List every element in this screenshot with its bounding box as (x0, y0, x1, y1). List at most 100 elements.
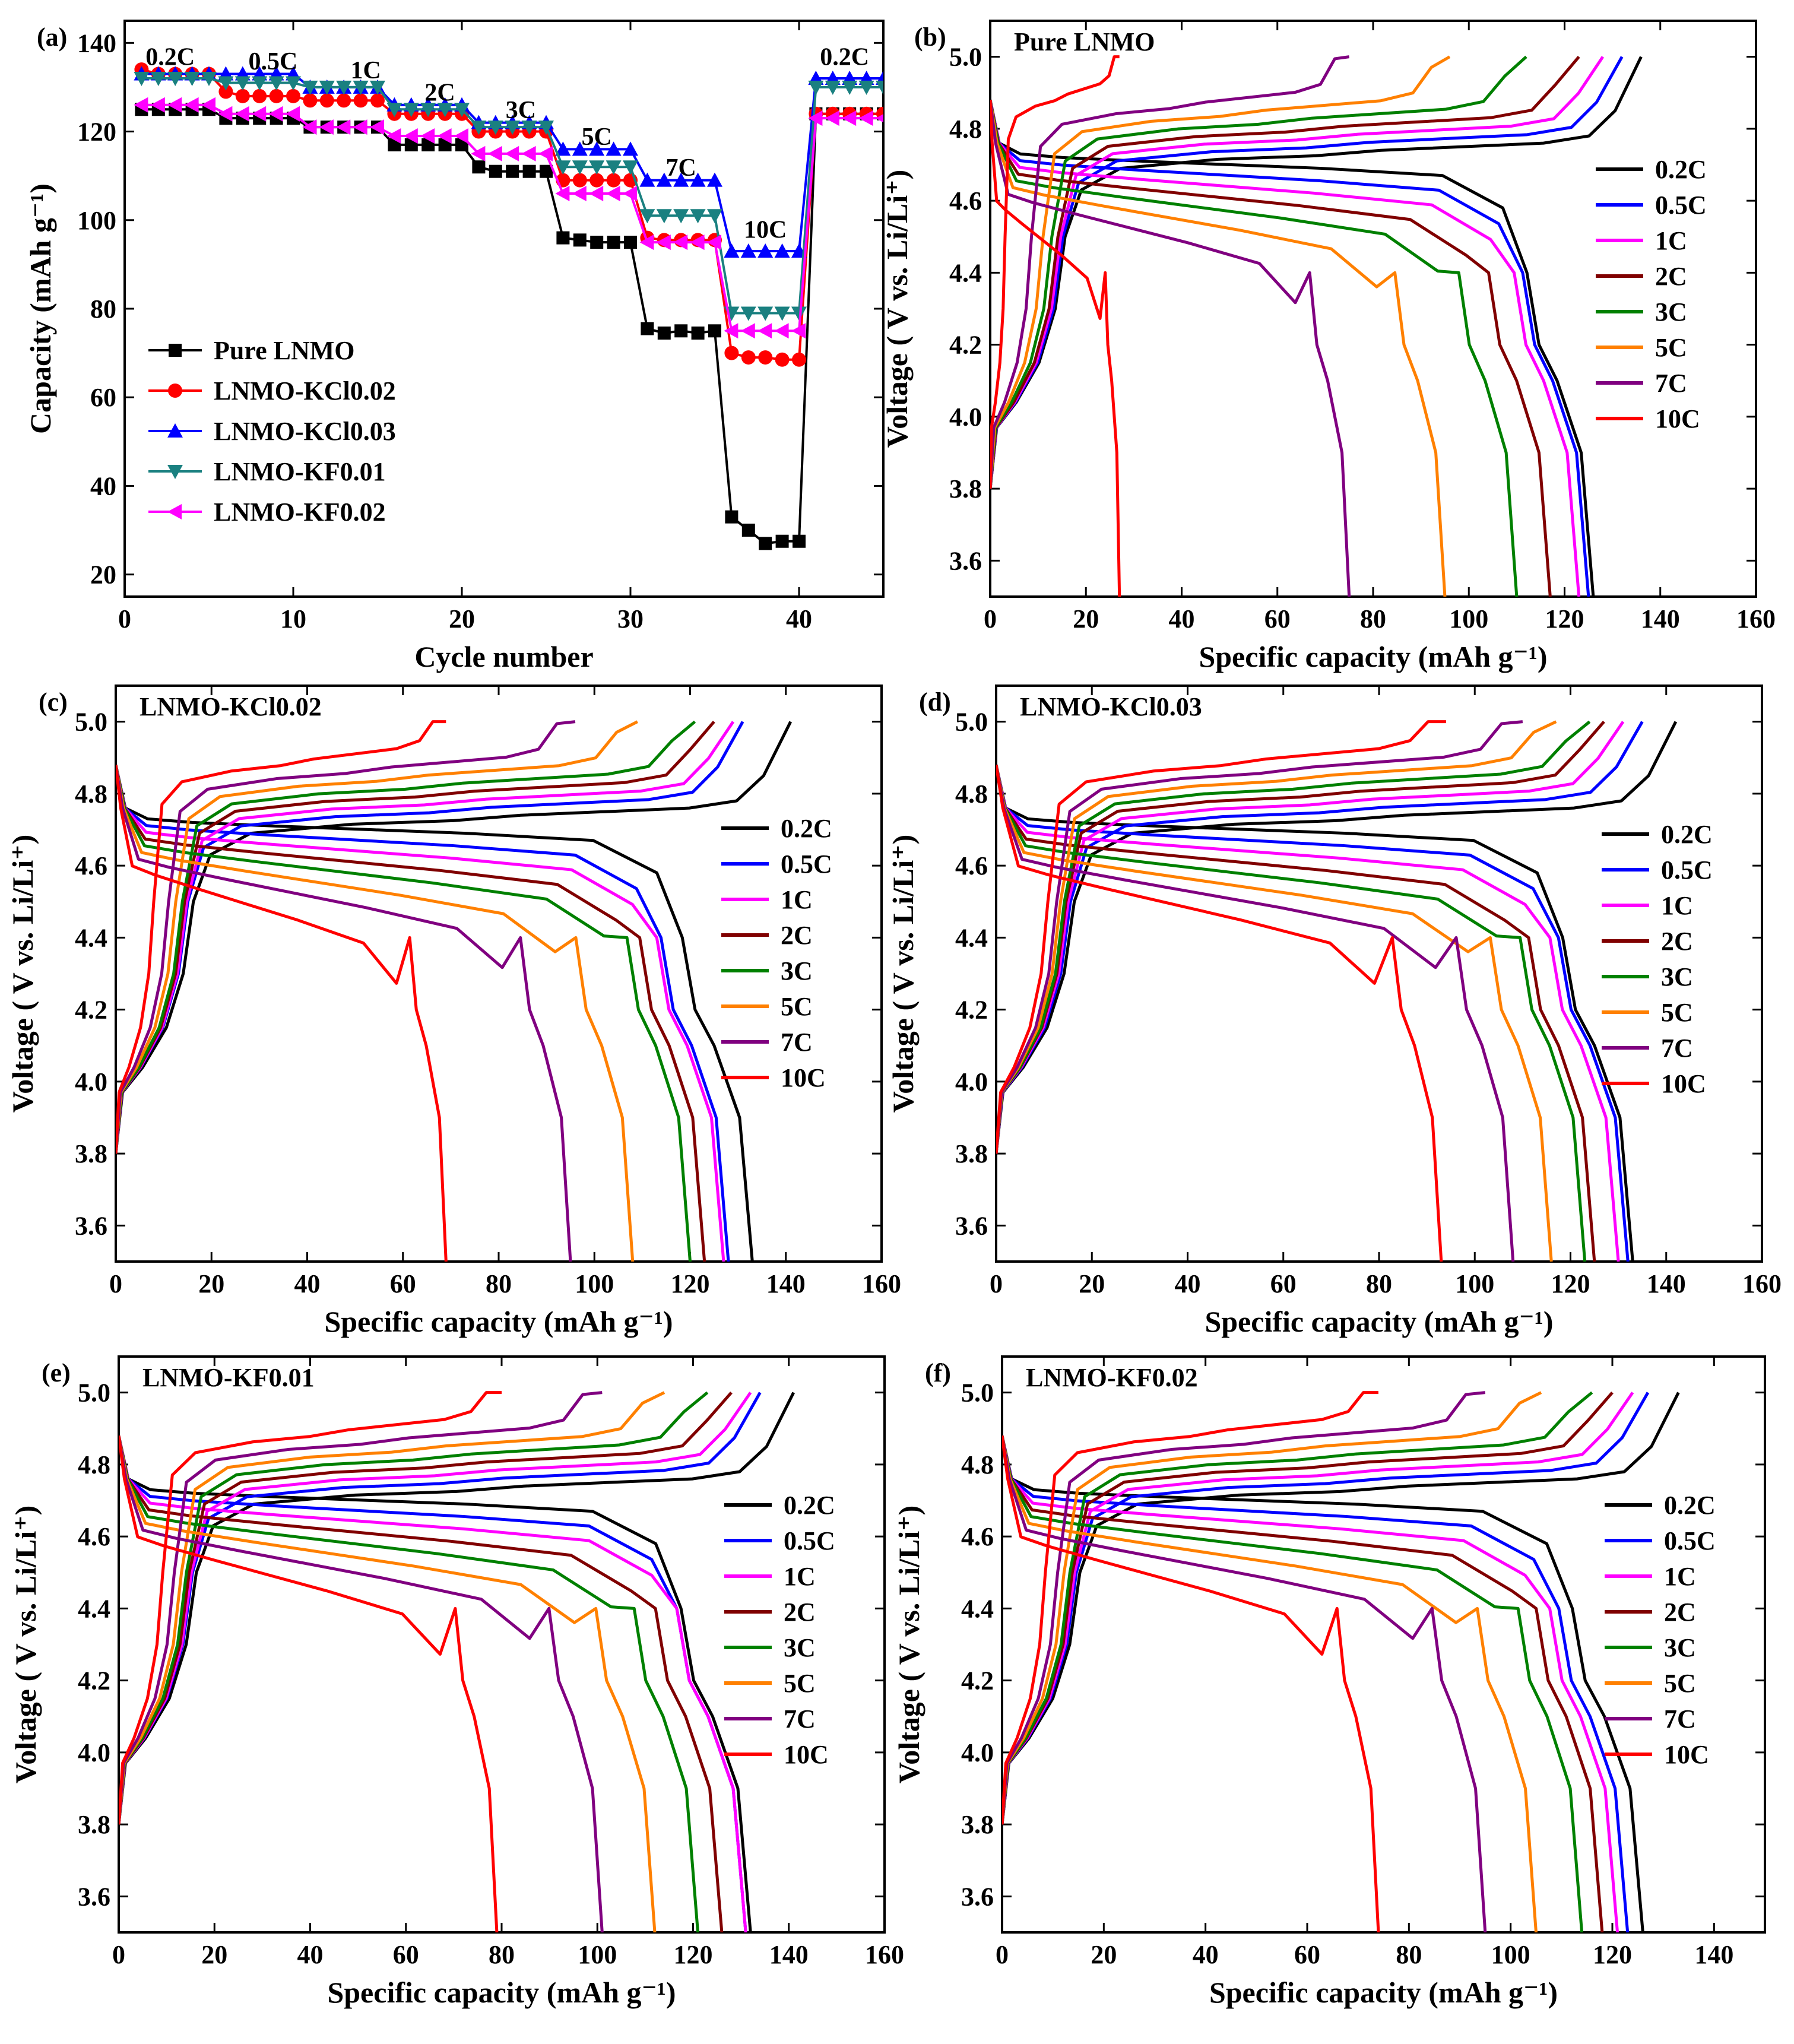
discharge-curve-7C (119, 1435, 604, 1932)
data-point (303, 93, 318, 108)
discharge-curve-10C (996, 764, 1443, 1262)
charge-curve-7C (1002, 1391, 1486, 1825)
charge-curve-5C (996, 720, 1557, 1154)
legend-label: 0.5C (784, 1526, 835, 1555)
y-tick-label: 80 (90, 294, 116, 324)
data-point (505, 121, 521, 135)
legend-label: 2C (1661, 927, 1693, 956)
panel-d: 0 20 40 60 80 100 120 140 160 3.6 3.8 4.0 4.2 4.4 4.6 4… (886, 684, 1782, 1338)
data-point (573, 233, 587, 247)
data-point (134, 97, 148, 113)
rate-label: 5C (582, 123, 612, 151)
y-tick-label: 4.2 (78, 1666, 110, 1696)
data-point (319, 80, 335, 95)
data-point (673, 234, 688, 251)
data-point (757, 243, 774, 258)
data-point (606, 186, 620, 201)
data-point (572, 141, 588, 156)
x-tick-label: 40 (1169, 604, 1195, 633)
discharge-curve-3C (1002, 1435, 1584, 1932)
y-axis-title: Voltage ( V vs. Li/Li⁺) (886, 835, 920, 1113)
charge-curve-10C (119, 1391, 502, 1825)
y-axis-title: Voltage ( V vs. Li/Li⁺) (892, 1506, 925, 1784)
data-point (268, 106, 283, 122)
legend-label: 10C (1655, 404, 1700, 433)
x-axis-title: Specific capacity (mAh g⁻¹) (327, 1976, 676, 2009)
data-point (624, 236, 637, 249)
discharge-curve-0.2C (990, 99, 1595, 597)
legend-label: 3C (1655, 297, 1687, 327)
y-tick-label: 5.0 (961, 1378, 994, 1408)
panel-letter: (f) (925, 1358, 951, 1387)
x-tick-label: 140 (766, 1269, 806, 1298)
x-tick-label: 100 (1449, 604, 1488, 633)
x-axis-title: Specific capacity (mAh g⁻¹) (1205, 1305, 1553, 1338)
charge-curve-7C (116, 720, 576, 1154)
legend-label: 5C (1661, 998, 1693, 1027)
panel-c: 0 20 40 60 80 100 120 140 160 3.6 3.8 4.0 4.2 4.4 4.6 4… (6, 684, 901, 1338)
data-point (218, 76, 234, 91)
x-tick-label: 60 (1294, 1940, 1320, 1969)
legend-label: 2C (1664, 1598, 1696, 1627)
data-point (707, 209, 722, 224)
x-tick-label: 100 (1491, 1940, 1530, 1969)
y-tick-label: 4.0 (961, 1738, 994, 1767)
legend-marker (169, 344, 182, 357)
x-tick-label: 140 (1641, 604, 1680, 633)
data-point (353, 119, 367, 135)
data-point (639, 172, 655, 187)
y-tick-label: 4.0 (955, 1067, 988, 1097)
data-point (589, 141, 605, 156)
data-point (774, 306, 790, 321)
plot-frame (1001, 1355, 1766, 1934)
data-point (420, 128, 435, 144)
discharge-curve-0.2C (996, 764, 1634, 1262)
x-tick-label: 120 (1545, 604, 1584, 633)
legend-label: 1C (1655, 226, 1687, 255)
data-area (1002, 1391, 1680, 1932)
data-point (167, 97, 182, 113)
legend-label: 3C (1664, 1633, 1696, 1662)
x-axis-title: Specific capacity (mAh g⁻¹) (1209, 1976, 1558, 2009)
x-tick-label: 0 (109, 1269, 122, 1298)
data-point (471, 145, 486, 161)
y-tick-label: 4.8 (75, 779, 107, 809)
x-tick-label: 20 (1091, 1940, 1117, 1969)
data-point (471, 121, 487, 135)
data-point (319, 119, 334, 135)
x-tick-label: 120 (1551, 1269, 1590, 1298)
legend-label: 0.5C (1661, 855, 1713, 885)
y-tick-label: 120 (77, 118, 116, 147)
panel-letter: (e) (42, 1358, 71, 1387)
data-point (793, 534, 806, 548)
data-point (876, 80, 883, 95)
data-point (606, 173, 621, 188)
data-point (639, 209, 655, 224)
legend-label: 7C (1661, 1034, 1693, 1063)
discharge-curve-3C (990, 99, 1519, 597)
legend-label: 3C (784, 1633, 816, 1662)
rate-label: 0.5C (248, 48, 297, 75)
data-point (775, 352, 790, 367)
data-point (690, 172, 706, 187)
y-tick-label: 5.0 (955, 708, 988, 737)
legend-label: 3C (1661, 962, 1693, 991)
discharge-curve-1C (996, 764, 1620, 1262)
data-point (842, 80, 858, 95)
data-area (996, 720, 1678, 1262)
x-tick-label: 160 (862, 1269, 901, 1298)
y-tick-label: 3.8 (78, 1810, 110, 1839)
data-point (403, 128, 418, 144)
data-point (555, 160, 571, 175)
x-tick-label: 80 (1366, 1269, 1392, 1298)
data-point (740, 243, 756, 258)
legend-label: 3C (781, 956, 813, 985)
discharge-curve-7C (996, 764, 1515, 1262)
legend-label: 5C (781, 992, 813, 1021)
data-point (472, 160, 486, 174)
discharge-curve-10C (1002, 1435, 1380, 1932)
y-axis-title: Voltage ( V vs. Li/Li⁺) (880, 170, 914, 448)
discharge-curve-5C (119, 1435, 657, 1932)
data-point (201, 72, 217, 86)
data-point (808, 110, 823, 126)
